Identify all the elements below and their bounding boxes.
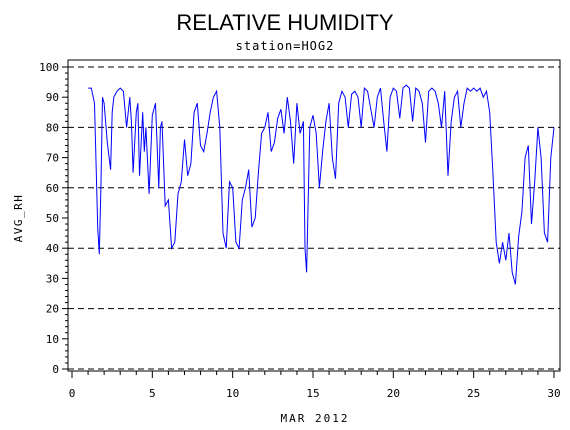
series-layer: [88, 84, 555, 285]
y-tick-label-70: 70: [46, 152, 59, 165]
y-tick-label-60: 60: [46, 182, 59, 195]
x-tick-label-5: 5: [149, 387, 156, 400]
y-tick-label-30: 30: [46, 272, 59, 285]
series-line-0: [88, 84, 555, 285]
x-tick-label-20: 20: [387, 387, 400, 400]
chart-title: RELATIVE HUMIDITY: [176, 10, 394, 35]
y-tick-label-50: 50: [46, 212, 59, 225]
x-tick-label-30: 30: [547, 387, 560, 400]
x-tick-label-25: 25: [467, 387, 480, 400]
y-tick-label-80: 80: [46, 121, 59, 134]
plot-frame: [67, 59, 561, 372]
y-axis-label: AVG_RH: [12, 194, 25, 243]
y-tick-label-90: 90: [46, 91, 59, 104]
grid-lines: [68, 66, 560, 370]
x-tick-label-0: 0: [69, 387, 76, 400]
x-axis-label: MAR 2012: [281, 412, 350, 425]
y-tick-label-20: 20: [46, 303, 59, 316]
x-tick-label-15: 15: [306, 387, 319, 400]
chart-subtitle: station=HOG2: [236, 39, 335, 53]
y-tick-label-100: 100: [39, 61, 59, 74]
x-axis-ticks: 0 5 10 15 20 25 30: [69, 371, 561, 400]
y-axis-ticks: 0 10 20 30 40 50 60 70 80 90 100: [39, 61, 68, 376]
y-tick-label-0: 0: [52, 363, 59, 376]
y-tick-label-40: 40: [46, 242, 59, 255]
y-tick-label-10: 10: [46, 333, 59, 346]
x-tick-label-10: 10: [226, 387, 239, 400]
